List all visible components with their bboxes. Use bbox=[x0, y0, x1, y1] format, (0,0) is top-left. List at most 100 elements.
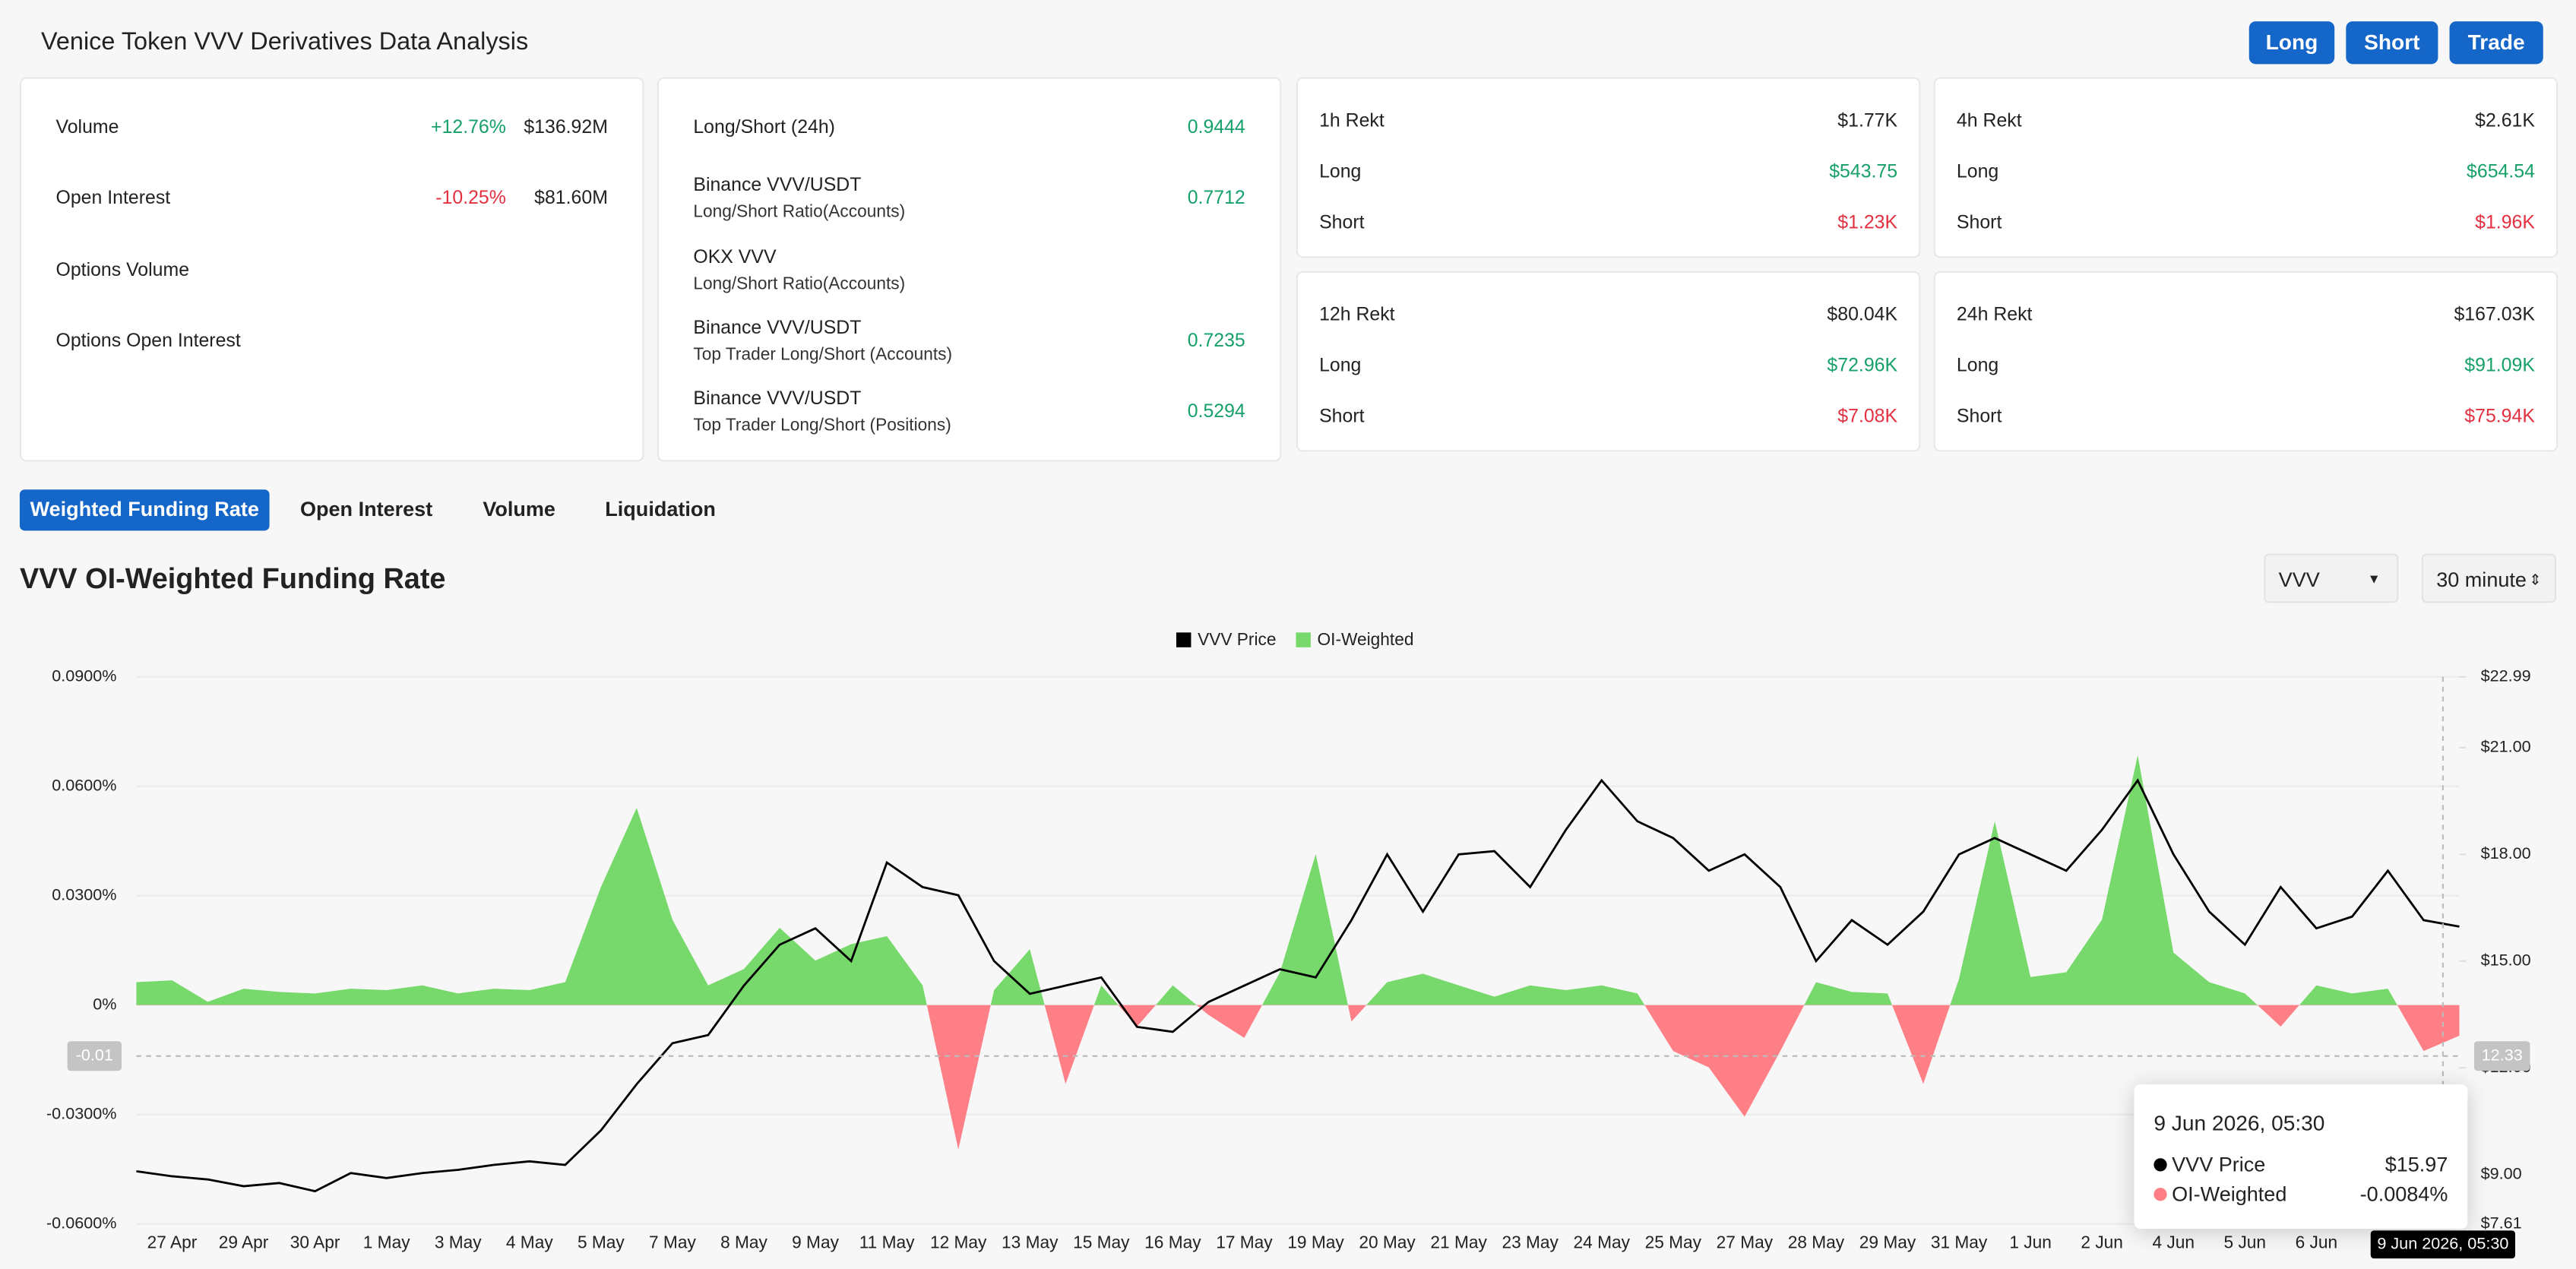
tooltip-dot bbox=[2154, 1158, 2167, 1172]
crosshair-y-box bbox=[67, 1041, 122, 1071]
rekt-label: Short bbox=[1956, 407, 2002, 428]
tooltip-name: VVV Price bbox=[2172, 1153, 2266, 1176]
rekt-label: 12h Rekt bbox=[1319, 305, 1395, 326]
tooltip-value: -0.0084% bbox=[2359, 1182, 2448, 1206]
ratio-sublabel: Top Trader Long/Short (Positions) bbox=[693, 416, 951, 436]
rekt-row: 12h Rekt $80.04K bbox=[1319, 291, 1897, 340]
y2-tick-label: $7.61 bbox=[2481, 1213, 2522, 1232]
trade-button[interactable]: Trade bbox=[2449, 21, 2543, 65]
x-tick-label: 5 May bbox=[578, 1233, 625, 1252]
crosshair-x-box bbox=[2370, 1230, 2516, 1259]
ratio-label: Binance VVV/USDT bbox=[693, 389, 862, 410]
rekt-value: $1.96K bbox=[2475, 214, 2535, 234]
rekt-row: 24h Rekt $167.03K bbox=[1957, 291, 2535, 340]
x-tick-label: 27 May bbox=[1717, 1233, 1774, 1252]
ratio-row: Long/Short (24h) 0.9444 bbox=[693, 97, 1245, 160]
rekt-row: Short $75.94K bbox=[1957, 393, 2535, 442]
ratio-sublabel: Top Trader Long/Short (Accounts) bbox=[693, 344, 953, 365]
rekt-value: $75.94K bbox=[2464, 407, 2535, 428]
x-tick-label: 29 May bbox=[1859, 1233, 1916, 1252]
x-tick-label: 17 May bbox=[1216, 1233, 1273, 1252]
rekt-label: 24h Rekt bbox=[1956, 305, 2033, 326]
stat-label: Open Interest bbox=[55, 189, 171, 210]
x-tick-label: 4 May bbox=[506, 1233, 553, 1252]
tab[interactable]: Liquidation bbox=[605, 498, 716, 521]
short-button[interactable]: Short bbox=[2346, 21, 2438, 65]
ratio-row: Binance VVV/USDT Top Trader Long/Short (P… bbox=[693, 381, 1245, 444]
x-tick-label: 9 May bbox=[792, 1233, 839, 1252]
rekt-label: Short bbox=[1319, 407, 1365, 428]
y2-tick-label: $21.00 bbox=[2481, 737, 2531, 756]
ratio-row: Binance VVV/USDT Long/Short Ratio(Account… bbox=[693, 168, 1245, 230]
tooltip-row: OI-Weighted -0.0084% bbox=[2154, 1183, 2448, 1206]
x-tick-label: 24 May bbox=[1574, 1233, 1631, 1252]
x-tick-label: 1 May bbox=[363, 1233, 410, 1252]
rekt-card: 4h Rekt $2.61K Long $654.54 Short $1.96K bbox=[1933, 77, 2559, 258]
x-tick-label: 23 May bbox=[1502, 1233, 1559, 1252]
legend-label: VVV Price bbox=[1198, 629, 1276, 649]
y-tick-label: -0.0300% bbox=[46, 1103, 117, 1122]
rekt-row: Long $654.54 bbox=[1957, 148, 2535, 198]
caret: ▼ bbox=[2367, 571, 2381, 587]
y-tick-label: 0% bbox=[93, 994, 116, 1013]
tab[interactable]: Open Interest bbox=[300, 498, 433, 521]
tooltip-dot bbox=[2154, 1188, 2167, 1201]
y2-tick-label: $22.99 bbox=[2481, 666, 2531, 685]
rekt-card: 12h Rekt $80.04K Long $72.96K Short $7.08K bbox=[1296, 271, 1921, 452]
ratio-label: OKX VVV bbox=[693, 247, 777, 267]
x-tick-label: 6 Jun bbox=[2296, 1233, 2338, 1252]
ratio-label-group: OKX VVV Long/Short Ratio(Accounts) bbox=[693, 248, 905, 294]
legend-swatch bbox=[1296, 632, 1311, 647]
rekt-row: Short $1.96K bbox=[1957, 199, 2535, 248]
rekt-row: Short $1.23K bbox=[1319, 199, 1897, 248]
rekt-row: Long $543.75 bbox=[1319, 148, 1897, 198]
rekt-row: 4h Rekt $2.61K bbox=[1957, 97, 2535, 147]
rekt-row: Long $91.09K bbox=[1957, 342, 2535, 391]
price-line bbox=[136, 778, 2460, 1193]
stat-label: Options Volume bbox=[55, 260, 190, 280]
rekt-label: Long bbox=[1956, 356, 1999, 377]
rekt-label: 4h Rekt bbox=[1956, 112, 2022, 131]
x-tick-label: 2 Jun bbox=[2081, 1233, 2123, 1252]
rekt-value: $2.61K bbox=[2475, 112, 2535, 131]
tooltip-title: 9 Jun 2026, 05:30 bbox=[2154, 1110, 2325, 1135]
stat-row: Options Open Interest bbox=[56, 310, 608, 372]
x-tick-label: 21 May bbox=[1430, 1233, 1487, 1252]
rekt-value: $1.23K bbox=[1837, 214, 1898, 234]
interval-value: 30 minute bbox=[2436, 568, 2527, 592]
ratio-label: Long/Short (24h) bbox=[693, 118, 835, 138]
long-button[interactable]: Long bbox=[2248, 21, 2335, 65]
ratio-label-group: Binance VVV/USDT Long/Short Ratio(Account… bbox=[693, 176, 905, 223]
page-title: Venice Token VVV Derivatives Data Analys… bbox=[41, 27, 529, 56]
tab[interactable]: Weighted Funding Rate bbox=[19, 489, 270, 531]
rekt-value: $7.08K bbox=[1837, 407, 1898, 428]
x-tick-label: 8 May bbox=[720, 1233, 767, 1252]
stat-label: Options Open Interest bbox=[55, 331, 241, 352]
stat-change: +12.76% bbox=[431, 118, 506, 138]
tab[interactable]: Volume bbox=[483, 498, 555, 521]
rekt-label: Short bbox=[1319, 214, 1365, 234]
funding-area bbox=[136, 755, 2460, 1150]
rekt-value: $543.75 bbox=[1829, 163, 1898, 182]
y-tick-label: 0.0600% bbox=[52, 775, 116, 794]
stat-row: Volume +12.76% $136.92M bbox=[56, 97, 608, 160]
rekt-value: $80.04K bbox=[1827, 305, 1898, 326]
symbol-select[interactable]: VVV ▼ bbox=[2264, 553, 2399, 603]
y-tick-label: 0.0300% bbox=[52, 885, 116, 903]
stat-value: $81.60M bbox=[534, 189, 608, 210]
x-tick-label: 3 May bbox=[435, 1233, 482, 1252]
rekt-label: Short bbox=[1956, 214, 2002, 234]
ratio-sublabel: Long/Short Ratio(Accounts) bbox=[693, 274, 906, 294]
symbol-value: VVV bbox=[2278, 568, 2320, 592]
crosshair-x-label: 9 Jun 2026, 05:30 bbox=[2377, 1233, 2508, 1252]
rekt-value: $654.54 bbox=[2467, 163, 2535, 182]
chart-title: VVV OI-Weighted Funding Rate bbox=[19, 562, 446, 595]
x-tick-label: 31 May bbox=[1931, 1233, 1988, 1252]
interval-select[interactable]: 30 minute ⇕ bbox=[2421, 553, 2557, 603]
rekt-row: 1h Rekt $1.77K bbox=[1319, 97, 1897, 147]
x-tick-label: 4 Jun bbox=[2152, 1233, 2195, 1252]
rekt-value: $167.03K bbox=[2454, 305, 2535, 326]
ratio-value: 0.9444 bbox=[1187, 118, 1245, 138]
